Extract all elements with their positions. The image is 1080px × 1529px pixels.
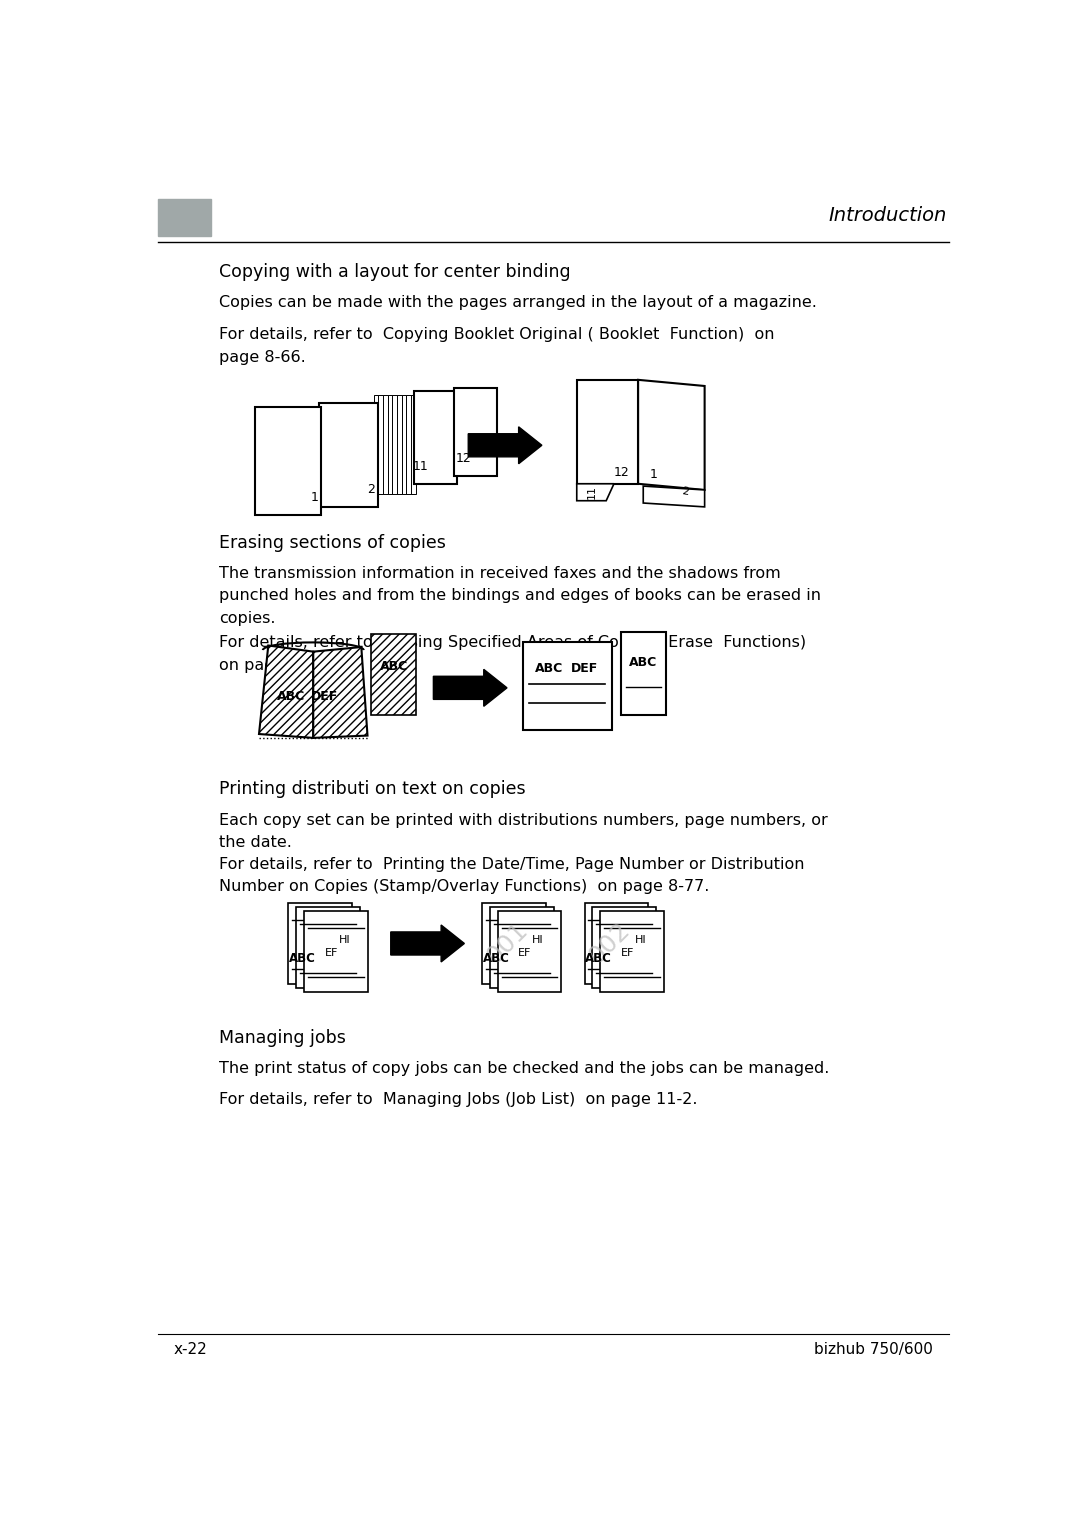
- Text: ABC: ABC: [380, 661, 408, 673]
- Text: Managing jobs: Managing jobs: [218, 1029, 346, 1047]
- Text: For details, refer to  Erasing Specified Areas of Copies ( Erase  Functions)
on : For details, refer to Erasing Specified …: [218, 636, 806, 673]
- Text: Copying with a layout for center binding: Copying with a layout for center binding: [218, 263, 570, 281]
- Text: ABC: ABC: [289, 953, 315, 965]
- Text: ABC: ABC: [535, 662, 564, 676]
- Text: ABC: ABC: [585, 953, 612, 965]
- Bar: [621, 631, 666, 714]
- Text: ABC: ABC: [483, 953, 510, 965]
- Bar: [288, 904, 352, 985]
- Text: Erasing sections of copies: Erasing sections of copies: [218, 534, 446, 552]
- Text: Introduction: Introduction: [828, 206, 947, 225]
- FancyArrow shape: [391, 925, 464, 962]
- Bar: [406, 394, 411, 494]
- Bar: [410, 394, 416, 494]
- Text: 11: 11: [413, 460, 428, 472]
- Polygon shape: [638, 379, 704, 489]
- Text: Each copy set can be printed with distributions numbers, page numbers, or
the da: Each copy set can be printed with distri…: [218, 812, 827, 850]
- Bar: [592, 907, 656, 988]
- Bar: [490, 907, 554, 988]
- Text: ABC: ABC: [278, 690, 306, 703]
- Text: 2: 2: [681, 486, 690, 497]
- Text: 12: 12: [613, 466, 630, 479]
- Bar: [498, 911, 562, 992]
- Polygon shape: [577, 483, 613, 500]
- Bar: [392, 394, 397, 494]
- Text: ABC: ABC: [630, 656, 658, 668]
- Polygon shape: [259, 645, 313, 739]
- Bar: [455, 387, 497, 476]
- Text: bizhub 750/600: bizhub 750/600: [814, 1342, 933, 1356]
- Text: EF: EF: [620, 948, 634, 959]
- Text: EF: EF: [518, 948, 531, 959]
- Polygon shape: [313, 647, 367, 739]
- Text: 2: 2: [367, 483, 376, 495]
- Bar: [482, 904, 545, 985]
- Bar: [523, 642, 611, 731]
- Text: Printing distributi on text on copies: Printing distributi on text on copies: [218, 780, 525, 798]
- Bar: [402, 394, 407, 494]
- Text: For details, refer to  Copying Booklet Original ( Booklet  Function)  on
page 8-: For details, refer to Copying Booklet Or…: [218, 327, 774, 365]
- Polygon shape: [644, 486, 704, 508]
- Text: 001: 001: [482, 917, 532, 969]
- Bar: [414, 391, 457, 483]
- Text: 1: 1: [311, 491, 319, 503]
- Bar: [388, 394, 393, 494]
- Text: 11: 11: [588, 485, 597, 500]
- Bar: [255, 407, 321, 515]
- Text: 12: 12: [456, 453, 472, 465]
- Text: The print status of copy jobs can be checked and the jobs can be managed.: The print status of copy jobs can be che…: [218, 1061, 829, 1076]
- FancyArrow shape: [433, 670, 507, 706]
- Bar: [383, 394, 389, 494]
- Bar: [320, 404, 378, 508]
- Text: Copies can be made with the pages arranged in the layout of a magazine.: Copies can be made with the pages arrang…: [218, 295, 816, 310]
- Bar: [303, 911, 367, 992]
- Bar: [372, 635, 416, 714]
- Text: x-22: x-22: [174, 1342, 207, 1356]
- Text: 002: 002: [584, 917, 635, 969]
- Text: The transmission information in received faxes and the shadows from
punched hole: The transmission information in received…: [218, 566, 821, 625]
- Bar: [378, 394, 383, 494]
- Text: DEF: DEF: [310, 690, 338, 703]
- Text: 1: 1: [649, 468, 658, 482]
- Bar: [397, 394, 403, 494]
- Bar: [584, 904, 648, 985]
- Bar: [296, 907, 360, 988]
- Bar: [600, 911, 663, 992]
- Bar: [159, 199, 211, 235]
- Text: For details, refer to  Printing the Date/Time, Page Number or Distribution
Numbe: For details, refer to Printing the Date/…: [218, 858, 805, 894]
- Text: HI: HI: [532, 936, 544, 945]
- Text: For details, refer to  Managing Jobs (Job List)  on page 11-2.: For details, refer to Managing Jobs (Job…: [218, 1092, 698, 1107]
- Text: DEF: DEF: [571, 662, 598, 676]
- Text: EF: EF: [324, 948, 338, 959]
- Text: HI: HI: [338, 936, 350, 945]
- FancyArrow shape: [469, 427, 542, 463]
- Bar: [374, 394, 379, 494]
- Text: HI: HI: [634, 936, 646, 945]
- Polygon shape: [577, 379, 638, 483]
